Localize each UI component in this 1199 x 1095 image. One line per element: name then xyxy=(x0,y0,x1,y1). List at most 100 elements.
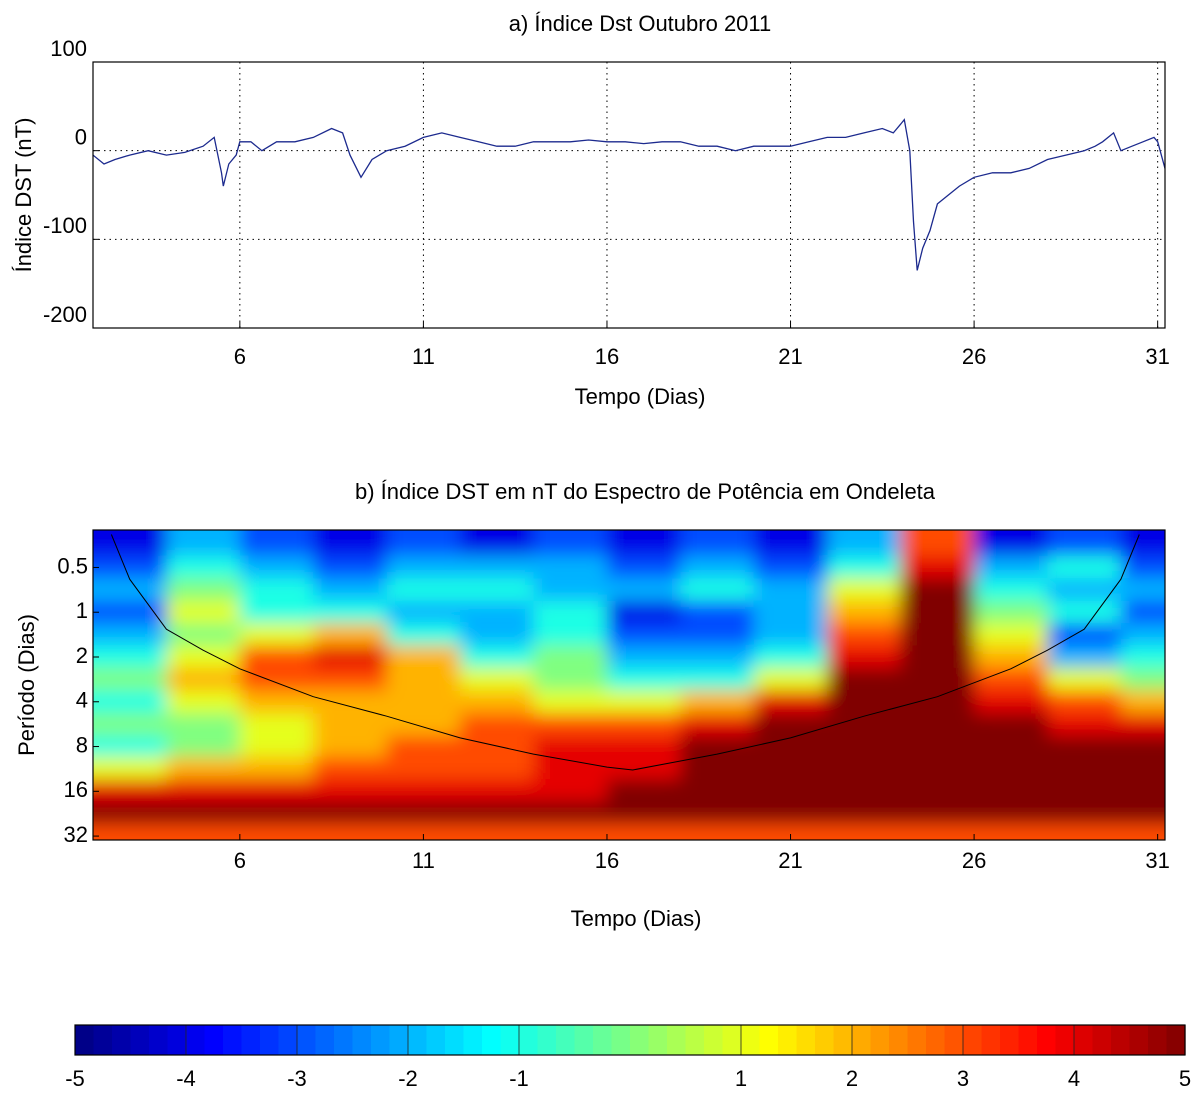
heat-cell xyxy=(239,530,314,557)
y-axis-label: Índice DST (nT) xyxy=(11,118,36,273)
heat-cell xyxy=(1047,555,1122,579)
heat-cell xyxy=(900,801,975,825)
heat-cell xyxy=(1120,801,1165,825)
heat-cell xyxy=(166,530,241,557)
heat-cell xyxy=(533,801,608,825)
heat-cell xyxy=(974,779,1049,803)
colorbar-swatch xyxy=(315,1025,335,1055)
heat-cell xyxy=(974,530,1049,557)
colorbar-label: -5 xyxy=(65,1066,85,1091)
heat-cell xyxy=(166,555,241,579)
cone-of-influence xyxy=(110,534,1140,771)
colorbar-swatch xyxy=(537,1025,557,1055)
heat-cell xyxy=(827,667,902,691)
heat-cell xyxy=(900,578,975,602)
heat-cell xyxy=(1120,690,1165,714)
heat-cell xyxy=(239,667,314,691)
heat-cell xyxy=(239,779,314,803)
colorbar-swatch xyxy=(1000,1025,1020,1055)
colorbar-swatch xyxy=(278,1025,298,1055)
colorbar-swatch xyxy=(981,1025,1001,1055)
x-tick-label: 21 xyxy=(778,848,802,873)
heat-cell xyxy=(166,779,241,803)
heat-cell xyxy=(974,578,1049,602)
heat-cell xyxy=(386,623,461,646)
heat-cell xyxy=(166,578,241,602)
heat-cell xyxy=(239,801,314,825)
heat-cell xyxy=(386,600,461,624)
heat-cell xyxy=(974,645,1049,669)
heat-cell xyxy=(680,530,755,557)
heat-cell xyxy=(93,735,167,758)
heat-cell xyxy=(166,823,241,840)
heat-cell xyxy=(1047,667,1122,691)
heat-cell xyxy=(1120,530,1165,557)
x-axis-label: Tempo (Dias) xyxy=(575,384,706,409)
heat-cell xyxy=(753,690,828,714)
heat-cell xyxy=(533,600,608,624)
heat-cell xyxy=(313,823,388,840)
y-tick-label: 0.5 xyxy=(57,553,88,578)
colorbar-frame xyxy=(74,1024,1186,1056)
heat-cell xyxy=(460,690,535,714)
heat-cell xyxy=(606,600,681,624)
heat-cell xyxy=(753,713,828,737)
heat-cell xyxy=(974,667,1049,691)
colorbar-label: 5 xyxy=(1179,1066,1191,1091)
heat-cell xyxy=(1120,623,1165,646)
heat-cell xyxy=(680,823,755,840)
colorbar-swatch xyxy=(204,1025,224,1055)
x-tick-label: 6 xyxy=(234,848,246,873)
heat-cell xyxy=(900,690,975,714)
colorbar-swatch xyxy=(833,1025,853,1055)
heat-cell xyxy=(827,801,902,825)
heat-cell xyxy=(386,690,461,714)
heat-cell xyxy=(680,801,755,825)
x-axis-label: Tempo (Dias) xyxy=(571,906,702,931)
heat-cell xyxy=(533,555,608,579)
heat-cell xyxy=(974,690,1049,714)
heat-cell xyxy=(974,756,1049,780)
heat-cell xyxy=(386,823,461,840)
colorbar-label: -2 xyxy=(398,1066,418,1091)
heat-cell xyxy=(313,600,388,624)
colorbar-swatch xyxy=(1092,1025,1112,1055)
y-tick-label: 8 xyxy=(76,732,88,757)
heat-cell xyxy=(239,756,314,780)
colorbar-label: -4 xyxy=(176,1066,196,1091)
heat-cell xyxy=(533,667,608,691)
y-tick-label: 4 xyxy=(76,688,88,713)
heat-cell xyxy=(1047,713,1122,737)
colorbar-swatch xyxy=(75,1025,95,1055)
overlay: 6 11 16 21 26 31 0.5 1 2 4 8 16 32 xyxy=(57,529,1170,873)
colorbar-swatch xyxy=(500,1025,520,1055)
heat-cell xyxy=(533,690,608,714)
colorbar-swatch xyxy=(1037,1025,1057,1055)
heat-cell xyxy=(239,645,314,669)
heat-cell xyxy=(166,756,241,780)
colorbar-label: 2 xyxy=(846,1066,858,1091)
colorbar-swatch xyxy=(889,1025,909,1055)
data-line xyxy=(93,118,1165,271)
x-tick-label: 11 xyxy=(412,344,435,369)
heat-cell xyxy=(680,690,755,714)
heat-cell xyxy=(974,623,1049,646)
heat-cell xyxy=(680,735,755,758)
heat-cell xyxy=(166,801,241,825)
heat-cell xyxy=(974,823,1049,840)
heat-cell xyxy=(606,779,681,803)
y-tick-label: 16 xyxy=(64,777,88,802)
colorbar-swatch xyxy=(167,1025,187,1055)
heat-cell xyxy=(93,690,167,714)
heat-cell xyxy=(680,756,755,780)
colorbar-swatch xyxy=(408,1025,428,1055)
heat-cell xyxy=(680,645,755,669)
colorbar-swatch xyxy=(426,1025,446,1055)
heat-cell xyxy=(239,713,314,737)
heat-cell xyxy=(93,645,167,669)
heat-cell xyxy=(313,756,388,780)
y-tick-label: -200 xyxy=(43,302,87,327)
heat-cell xyxy=(827,530,902,557)
heat-cell xyxy=(533,578,608,602)
heat-cell xyxy=(606,823,681,840)
